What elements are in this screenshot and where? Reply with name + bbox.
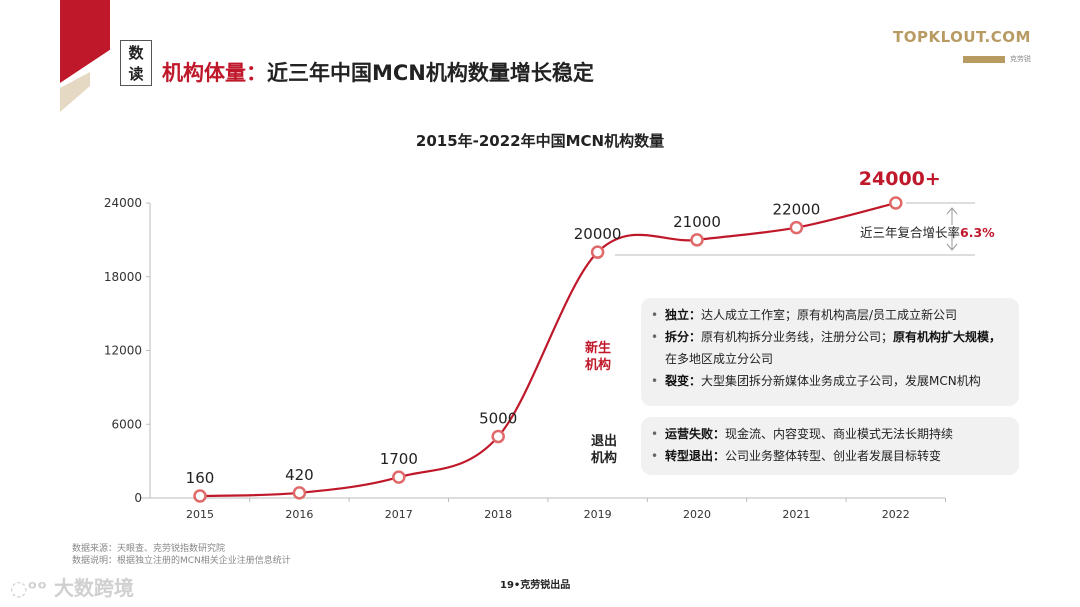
y-tick-label: 18000 bbox=[104, 270, 142, 284]
arrow-down-icon bbox=[946, 233, 958, 251]
data-label: 5000 bbox=[479, 410, 517, 428]
data-label: 420 bbox=[285, 466, 314, 484]
y-tick-label: 24000 bbox=[104, 196, 142, 210]
data-point bbox=[789, 220, 804, 235]
x-tick-label: 2020 bbox=[683, 508, 711, 521]
data-point bbox=[193, 489, 207, 503]
series-line bbox=[199, 201, 897, 498]
y-tick-label: 12000 bbox=[104, 344, 142, 358]
exit-orgs-box: 运营失败：现金流、内容变现、商业模式无法长期持续 转型退出：公司业务整体转型、创… bbox=[641, 417, 1019, 475]
x-tick-label: 2022 bbox=[882, 508, 910, 521]
chart-title: 2015年-2022年中国MCN机构数量 bbox=[415, 132, 665, 150]
x-tick-label: 2016 bbox=[285, 508, 313, 521]
growth-note: 近三年复合增长率6.3% bbox=[860, 225, 995, 240]
list-item: 裂变：大型集团拆分新媒体业务成立子公司，发展MCN机构 bbox=[651, 370, 1009, 392]
data-label: 20000 bbox=[574, 225, 622, 243]
list-item: 独立：达人成立工作室；原有机构高层/员工成立新公司 bbox=[651, 304, 1009, 326]
topklout-logo: TOPKLOUT.COM 克劳锐 bbox=[893, 28, 1031, 63]
exit-orgs-label: 退出 机构 bbox=[591, 434, 618, 466]
list-item: 转型退出：公司业务整体转型、创业者发展目标转变 bbox=[651, 445, 1009, 467]
data-label: 22000 bbox=[773, 201, 821, 219]
new-orgs-box: 独立：达人成立工作室；原有机构高层/员工成立新公司 拆分：原有机构拆分业务线，注… bbox=[641, 298, 1019, 406]
page-title: 机构体量：近三年中国MCN机构数量增长稳定 bbox=[162, 61, 594, 85]
arrow-up-icon bbox=[946, 207, 958, 225]
x-tick-label: 2019 bbox=[584, 508, 612, 521]
data-point bbox=[690, 233, 704, 247]
data-label: 21000 bbox=[673, 213, 721, 231]
list-item: 拆分：原有机构拆分业务线，注册分公司；原有机构扩大规模，在多地区成立分公司 bbox=[651, 326, 1009, 370]
y-tick-label: 0 bbox=[134, 491, 142, 505]
footnote: 数据来源：天眼查、克劳锐指数研究院 数据说明：根据独立注册的MCN相关企业注册信息… bbox=[72, 544, 291, 566]
page-number: 19•克劳锐出品 bbox=[500, 580, 571, 591]
x-tick-label: 2018 bbox=[484, 508, 512, 521]
x-tick-label: 2017 bbox=[385, 508, 413, 521]
data-label: 160 bbox=[186, 469, 215, 487]
section-badge: 数读 bbox=[120, 40, 152, 86]
x-tick-label: 2021 bbox=[782, 508, 810, 521]
data-label: 24000+ bbox=[859, 168, 941, 190]
data-point bbox=[590, 245, 605, 259]
data-point bbox=[392, 470, 406, 484]
watermark: ◌ᵒᵒ 大数跨境 bbox=[10, 576, 134, 600]
data-point bbox=[292, 486, 307, 500]
new-orgs-label: 新生 机构 bbox=[585, 341, 612, 373]
x-tick-label: 2015 bbox=[186, 508, 214, 521]
data-point bbox=[889, 196, 903, 210]
data-label: 1700 bbox=[380, 450, 418, 468]
y-tick-label: 6000 bbox=[111, 417, 142, 431]
data-point bbox=[491, 429, 505, 444]
list-item: 运营失败：现金流、内容变现、商业模式无法长期持续 bbox=[651, 423, 1009, 445]
